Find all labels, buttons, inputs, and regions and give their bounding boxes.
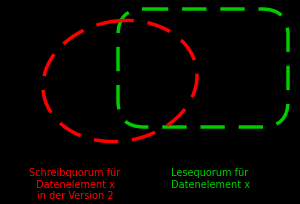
Text: Lesequorum für
Datenelement x: Lesequorum für Datenelement x xyxy=(170,167,250,189)
Text: Schreibquorum für
Datenelement x
in der Version 2: Schreibquorum für Datenelement x in der … xyxy=(29,167,121,200)
